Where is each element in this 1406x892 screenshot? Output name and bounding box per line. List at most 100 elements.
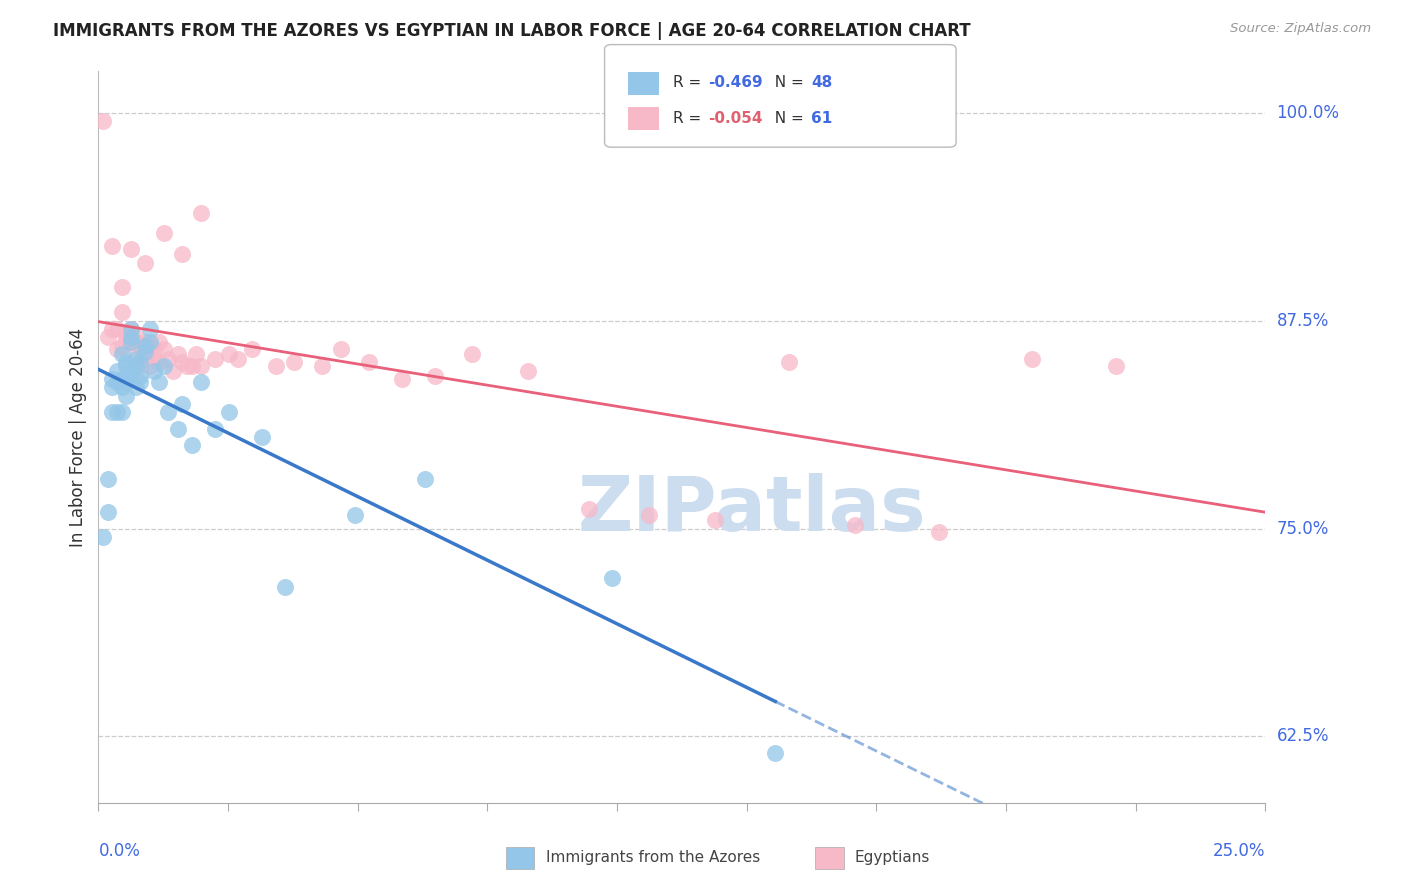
Point bbox=[111, 405, 134, 419]
Point bbox=[129, 359, 152, 373]
Text: -0.469: -0.469 bbox=[709, 76, 763, 90]
Text: -0.054: -0.054 bbox=[709, 112, 763, 126]
Point bbox=[125, 351, 148, 366]
Point bbox=[162, 363, 184, 377]
Point bbox=[190, 359, 212, 373]
Point bbox=[172, 247, 194, 261]
Point bbox=[101, 239, 124, 253]
Point bbox=[111, 338, 134, 352]
Text: 0.0%: 0.0% bbox=[98, 842, 141, 860]
Point bbox=[97, 505, 120, 519]
Y-axis label: In Labor Force | Age 20-64: In Labor Force | Age 20-64 bbox=[69, 327, 87, 547]
Point bbox=[105, 363, 128, 377]
Point bbox=[359, 355, 381, 369]
Point bbox=[105, 342, 128, 356]
Point bbox=[391, 372, 413, 386]
Point bbox=[129, 338, 152, 352]
Point bbox=[115, 326, 138, 340]
Point bbox=[125, 335, 148, 350]
Text: 62.5%: 62.5% bbox=[1277, 727, 1329, 746]
Point bbox=[120, 330, 142, 344]
Text: Immigrants from the Azores: Immigrants from the Azores bbox=[546, 850, 759, 864]
Point bbox=[115, 330, 138, 344]
Point bbox=[311, 359, 333, 373]
Point bbox=[143, 342, 166, 356]
Point bbox=[115, 359, 138, 373]
Point bbox=[264, 359, 287, 373]
Point bbox=[204, 351, 226, 366]
Point bbox=[101, 405, 124, 419]
Point bbox=[101, 322, 124, 336]
Point bbox=[928, 524, 950, 539]
Point bbox=[129, 368, 152, 383]
Point bbox=[778, 355, 800, 369]
Point bbox=[600, 571, 623, 585]
Point bbox=[120, 363, 142, 377]
Point bbox=[134, 338, 156, 352]
Point bbox=[274, 580, 297, 594]
Text: N =: N = bbox=[765, 76, 808, 90]
Point bbox=[283, 355, 305, 369]
Point bbox=[125, 342, 148, 356]
Point bbox=[111, 280, 134, 294]
Text: 25.0%: 25.0% bbox=[1213, 842, 1265, 860]
Point bbox=[120, 335, 142, 350]
Point bbox=[1105, 359, 1128, 373]
Text: R =: R = bbox=[673, 76, 707, 90]
Point bbox=[129, 355, 152, 369]
Point bbox=[97, 330, 120, 344]
Point bbox=[242, 342, 264, 356]
Point bbox=[844, 518, 866, 533]
Point bbox=[134, 351, 156, 366]
Point bbox=[134, 255, 156, 269]
Text: Egyptians: Egyptians bbox=[855, 850, 931, 864]
Point bbox=[139, 359, 162, 373]
Point bbox=[180, 438, 202, 452]
Point bbox=[134, 335, 156, 350]
Point bbox=[204, 422, 226, 436]
Text: IMMIGRANTS FROM THE AZORES VS EGYPTIAN IN LABOR FORCE | AGE 20-64 CORRELATION CH: IMMIGRANTS FROM THE AZORES VS EGYPTIAN I… bbox=[53, 22, 972, 40]
Point bbox=[166, 347, 188, 361]
Point bbox=[152, 359, 174, 373]
Point bbox=[139, 322, 162, 336]
Point bbox=[125, 359, 148, 373]
Text: N =: N = bbox=[765, 112, 808, 126]
Point bbox=[120, 242, 142, 256]
Point bbox=[516, 363, 538, 377]
Point bbox=[105, 322, 128, 336]
Point bbox=[111, 305, 134, 319]
Point bbox=[143, 363, 166, 377]
Point bbox=[218, 347, 240, 361]
Point bbox=[423, 368, 446, 383]
Text: 100.0%: 100.0% bbox=[1277, 104, 1340, 122]
Point bbox=[190, 205, 212, 219]
Point bbox=[115, 388, 138, 402]
Point bbox=[120, 322, 142, 336]
Point bbox=[91, 114, 114, 128]
Text: Source: ZipAtlas.com: Source: ZipAtlas.com bbox=[1230, 22, 1371, 36]
Text: 61: 61 bbox=[811, 112, 832, 126]
Point bbox=[139, 335, 162, 350]
Point bbox=[638, 508, 661, 523]
Point bbox=[1021, 351, 1043, 366]
Point bbox=[129, 375, 152, 389]
Point bbox=[97, 472, 120, 486]
Point bbox=[148, 355, 170, 369]
Point bbox=[166, 422, 188, 436]
Point bbox=[134, 345, 156, 359]
Point bbox=[157, 351, 180, 366]
Point bbox=[101, 380, 124, 394]
Point bbox=[578, 501, 600, 516]
Point bbox=[115, 355, 138, 369]
Point bbox=[143, 351, 166, 366]
Point bbox=[157, 405, 180, 419]
Point bbox=[111, 372, 134, 386]
Point bbox=[120, 335, 142, 350]
Point bbox=[190, 375, 212, 389]
Point bbox=[172, 397, 194, 411]
Point bbox=[218, 405, 240, 419]
Point bbox=[105, 375, 128, 389]
Point bbox=[172, 355, 194, 369]
Point bbox=[180, 359, 202, 373]
Point bbox=[91, 530, 114, 544]
